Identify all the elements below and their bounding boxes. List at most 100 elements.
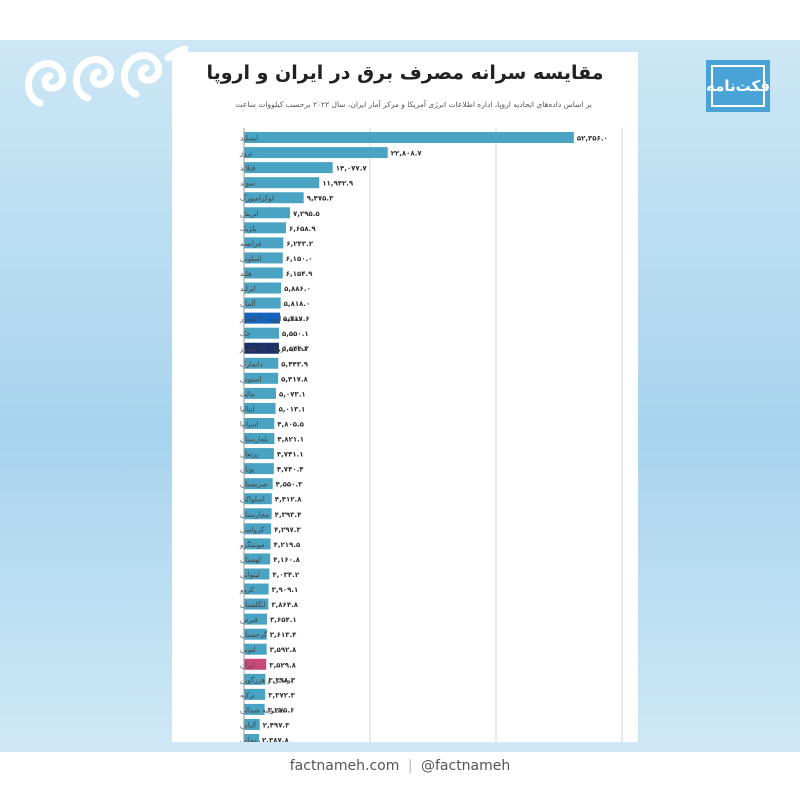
category-label-30: کزوو [239,586,255,594]
bar-18 [244,402,276,414]
data-label-3: ۱۱,۹۴۲.۹ [322,180,354,188]
category-label-16: استونی [240,375,261,383]
data-label-12: ۵,۷۱۷.۶ [283,315,310,323]
data-label-10: ۵,۸۸۶.۰ [284,285,311,293]
category-label-12: منطقه اروپا ۲۰ کشور [239,315,303,323]
bar-31 [244,598,269,610]
bar-36 [244,673,266,685]
bar-27 [244,538,271,550]
data-label-33: ۳,۶۱۳.۴ [270,631,297,639]
data-label-19: ۴,۸۰۵.۵ [277,420,304,428]
data-label-32: ۳,۶۵۴.۱ [270,616,297,624]
bar-14 [244,342,279,354]
category-label-39: آلبانی [240,720,257,729]
chart-card: مقایسه سرانه مصرف برق در ایران و اروپا ب… [172,52,638,742]
data-label-1: ۲۲,۸۰۸.۷ [391,150,423,158]
bar-19 [244,417,275,429]
category-label-2: فنلاند [240,165,255,173]
bar-40 [244,734,260,742]
data-label-17: ۵,۰۷۳.۱ [279,390,306,398]
bar-30 [244,583,269,595]
category-label-33: گرجستان [240,630,268,639]
brand-logo: فکت‌نامه [706,60,770,112]
bar-39 [244,718,260,730]
data-label-11: ۵,۸۱۸.۰ [284,300,311,308]
category-label-8: اسلونی [240,255,262,263]
bar-3 [244,177,320,189]
bar-35 [244,658,267,670]
category-label-5: اتریش [240,210,259,218]
logo-frame-icon [706,60,770,112]
category-label-36: بوسنی و هرزگوین [240,675,292,684]
data-label-22: ۴,۷۴۰.۴ [277,466,304,474]
category-label-38: مقدونیه شمالی [240,706,285,714]
bar-22 [244,463,274,475]
footer-site: factnameh.com [289,758,400,774]
category-label-22: یونان [240,466,255,474]
category-label-14: اتحادیه اروپا - ۲۷ کشور [239,345,308,353]
bar-28 [244,553,271,565]
bar-0 [244,132,574,144]
bar-38 [244,703,265,715]
category-label-21: پرتغال [240,451,258,459]
chart-title: مقایسه سرانه مصرف برق در ایران و اروپا [206,62,604,84]
category-label-31: انگلستان [240,600,266,609]
bar-16 [244,372,279,384]
category-label-13: چک [240,330,251,338]
category-label-15: دانمارک [240,360,263,368]
data-label-26: ۴,۲۹۷.۳ [274,526,301,534]
logo-text: فکت‌نامه [705,77,771,95]
bar-23 [244,478,273,490]
data-label-15: ۵,۴۴۳.۹ [281,360,308,368]
bar-chart: ۰۲۰K۴۰K۶۰Kایسلند۵۲,۳۵۶.۰نروژ۲۲,۸۰۸.۷فنلا… [239,128,623,742]
bar-20 [244,433,275,445]
category-label-35: ایران [240,661,255,669]
category-label-26: کرواسی [240,526,265,534]
category-label-20: بلغارستان [240,436,268,444]
chart-subtitle: بر اساس داده‌های اتحادیه اروپا، اداره اط… [235,100,592,109]
bar-2 [244,162,333,174]
bar-11 [244,297,281,309]
bar-21 [244,448,274,460]
data-label-8: ۶,۱۵۰.۰ [286,255,313,263]
data-label-13: ۵,۵۵۰.۱ [282,330,309,338]
bar-15 [244,357,279,369]
bar-29 [244,568,270,580]
bar-37 [244,688,266,700]
data-label-25: ۴,۳۹۳.۴ [275,511,302,519]
bar-5 [244,207,290,219]
category-label-6: بلژیک [240,225,256,233]
category-label-18: ایتالیا [240,405,255,413]
category-label-24: اسلواکی [240,496,265,504]
data-label-35: ۳,۵۲۹.۸ [269,661,296,669]
data-label-5: ۷,۲۹۵.۵ [293,210,320,218]
data-label-31: ۳,۸۶۴.۸ [271,601,298,609]
category-label-23: صربستان [240,481,267,489]
category-label-9: هلند [240,270,252,278]
bar-33 [244,628,267,640]
bar-26 [244,523,272,535]
bar-1 [244,147,388,159]
category-label-4: لوکزامبورگ [240,194,274,203]
data-label-2: ۱۴,۰۷۷.۷ [336,165,368,173]
data-label-7: ۶,۲۴۳.۲ [286,240,313,248]
footer-separator: | [407,758,413,774]
category-label-25: مجارستان [240,511,269,519]
bar-25 [244,508,272,520]
category-label-0: ایسلند [240,135,258,143]
bar-32 [244,613,268,625]
data-label-27: ۴,۲۱۹.۵ [274,541,301,549]
data-label-29: ۴,۰۳۴.۲ [272,571,299,579]
category-label-28: لهستان [240,556,261,564]
bar-24 [244,493,272,505]
bar-10 [244,282,282,294]
data-label-21: ۴,۷۴۱.۱ [277,451,304,459]
data-label-24: ۴,۴۱۲.۸ [275,496,302,504]
data-label-0: ۵۲,۳۵۶.۰ [577,135,608,143]
data-label-4: ۹,۴۷۵.۳ [307,195,334,203]
data-label-6: ۶,۶۵۸.۹ [289,225,316,233]
data-label-16: ۵,۴۱۷.۸ [281,375,308,383]
category-label-10: ایرلند [240,285,256,293]
data-label-36: ۳,۳۹۸.۳ [268,676,295,684]
bar-12 [244,312,281,324]
